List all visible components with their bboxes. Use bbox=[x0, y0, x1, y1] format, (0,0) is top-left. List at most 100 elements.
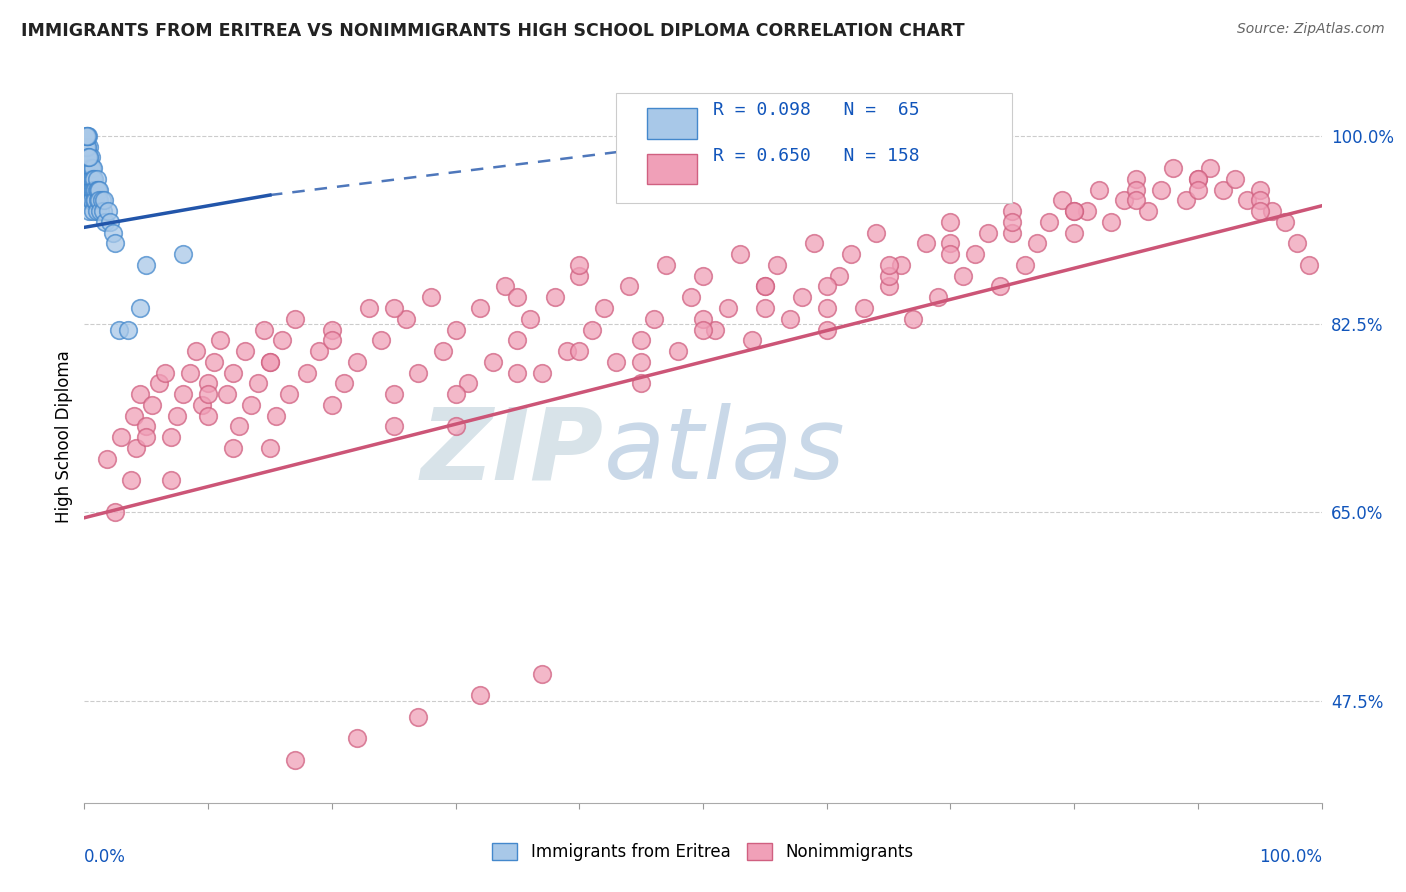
Point bbox=[104, 505, 127, 519]
Point bbox=[1137, 204, 1160, 219]
Point bbox=[841, 247, 863, 261]
Point bbox=[630, 355, 652, 369]
Point bbox=[79, 150, 101, 164]
Text: ZIP: ZIP bbox=[420, 403, 605, 500]
Point bbox=[903, 311, 925, 326]
Point bbox=[1174, 194, 1197, 208]
Point bbox=[160, 473, 183, 487]
Point bbox=[754, 279, 776, 293]
Point bbox=[1285, 236, 1308, 251]
Point bbox=[1063, 204, 1085, 219]
Point bbox=[444, 419, 467, 434]
Point bbox=[692, 322, 714, 336]
Point bbox=[141, 398, 163, 412]
Point bbox=[104, 236, 127, 251]
Point bbox=[77, 150, 100, 164]
Point bbox=[75, 139, 97, 153]
Point bbox=[80, 183, 103, 197]
Point bbox=[717, 301, 740, 315]
Point bbox=[87, 183, 110, 197]
Point bbox=[191, 398, 214, 412]
Point bbox=[122, 409, 145, 423]
Point bbox=[96, 451, 118, 466]
Point bbox=[877, 279, 900, 293]
Point bbox=[75, 150, 97, 164]
Point bbox=[86, 172, 108, 186]
Point bbox=[284, 753, 307, 767]
Legend: Immigrants from Eritrea, Nonimmigrants: Immigrants from Eritrea, Nonimmigrants bbox=[485, 836, 921, 868]
Point bbox=[1038, 215, 1060, 229]
Point bbox=[1125, 183, 1147, 197]
Point bbox=[222, 366, 245, 380]
Point bbox=[1150, 183, 1173, 197]
Point bbox=[117, 322, 139, 336]
Point bbox=[86, 204, 108, 219]
Point bbox=[259, 355, 281, 369]
Point bbox=[865, 226, 887, 240]
Point bbox=[692, 268, 714, 283]
Point bbox=[1001, 226, 1024, 240]
Point bbox=[83, 172, 105, 186]
Point bbox=[79, 150, 101, 164]
Point bbox=[531, 666, 554, 681]
Point bbox=[506, 333, 529, 347]
Point bbox=[264, 409, 287, 423]
Point bbox=[76, 172, 98, 186]
Text: R = 0.098   N =  65: R = 0.098 N = 65 bbox=[713, 101, 920, 120]
Point bbox=[666, 344, 689, 359]
Point bbox=[228, 419, 250, 434]
Text: Source: ZipAtlas.com: Source: ZipAtlas.com bbox=[1237, 22, 1385, 37]
Point bbox=[321, 322, 343, 336]
Point bbox=[815, 279, 838, 293]
Point bbox=[346, 355, 368, 369]
Point bbox=[408, 366, 430, 380]
Point bbox=[101, 226, 124, 240]
Point bbox=[135, 430, 157, 444]
Point bbox=[308, 344, 330, 359]
Point bbox=[259, 355, 281, 369]
Point bbox=[815, 322, 838, 336]
Point bbox=[346, 731, 368, 746]
Point bbox=[568, 344, 591, 359]
Point bbox=[754, 301, 776, 315]
Point bbox=[77, 194, 100, 208]
Point bbox=[419, 290, 441, 304]
Point bbox=[357, 301, 380, 315]
Point bbox=[779, 311, 801, 326]
Point bbox=[97, 204, 120, 219]
Point bbox=[382, 419, 405, 434]
Text: IMMIGRANTS FROM ERITREA VS NONIMMIGRANTS HIGH SCHOOL DIPLOMA CORRELATION CHART: IMMIGRANTS FROM ERITREA VS NONIMMIGRANTS… bbox=[21, 22, 965, 40]
Point bbox=[76, 139, 98, 153]
Point bbox=[80, 161, 103, 176]
Point bbox=[617, 279, 640, 293]
Point bbox=[914, 236, 936, 251]
Point bbox=[370, 333, 392, 347]
Point bbox=[444, 322, 467, 336]
Point bbox=[83, 194, 105, 208]
Point bbox=[79, 194, 101, 208]
Point bbox=[79, 139, 101, 153]
Point bbox=[295, 366, 318, 380]
Point bbox=[79, 161, 101, 176]
Point bbox=[120, 473, 142, 487]
Point bbox=[82, 161, 104, 176]
Point bbox=[939, 215, 962, 229]
Point bbox=[79, 183, 101, 197]
Point bbox=[1088, 183, 1111, 197]
Point bbox=[470, 688, 492, 702]
Text: R = 0.650   N = 158: R = 0.650 N = 158 bbox=[713, 147, 920, 165]
Point bbox=[79, 194, 101, 208]
Point bbox=[1249, 183, 1271, 197]
Point bbox=[86, 183, 108, 197]
Point bbox=[77, 161, 100, 176]
Point bbox=[277, 387, 299, 401]
Point bbox=[197, 409, 219, 423]
Point bbox=[75, 161, 97, 176]
Point bbox=[382, 387, 405, 401]
Point bbox=[148, 376, 170, 391]
Point bbox=[91, 204, 114, 219]
Point bbox=[568, 268, 591, 283]
Point bbox=[988, 279, 1011, 293]
Point bbox=[1249, 194, 1271, 208]
Point bbox=[79, 183, 101, 197]
